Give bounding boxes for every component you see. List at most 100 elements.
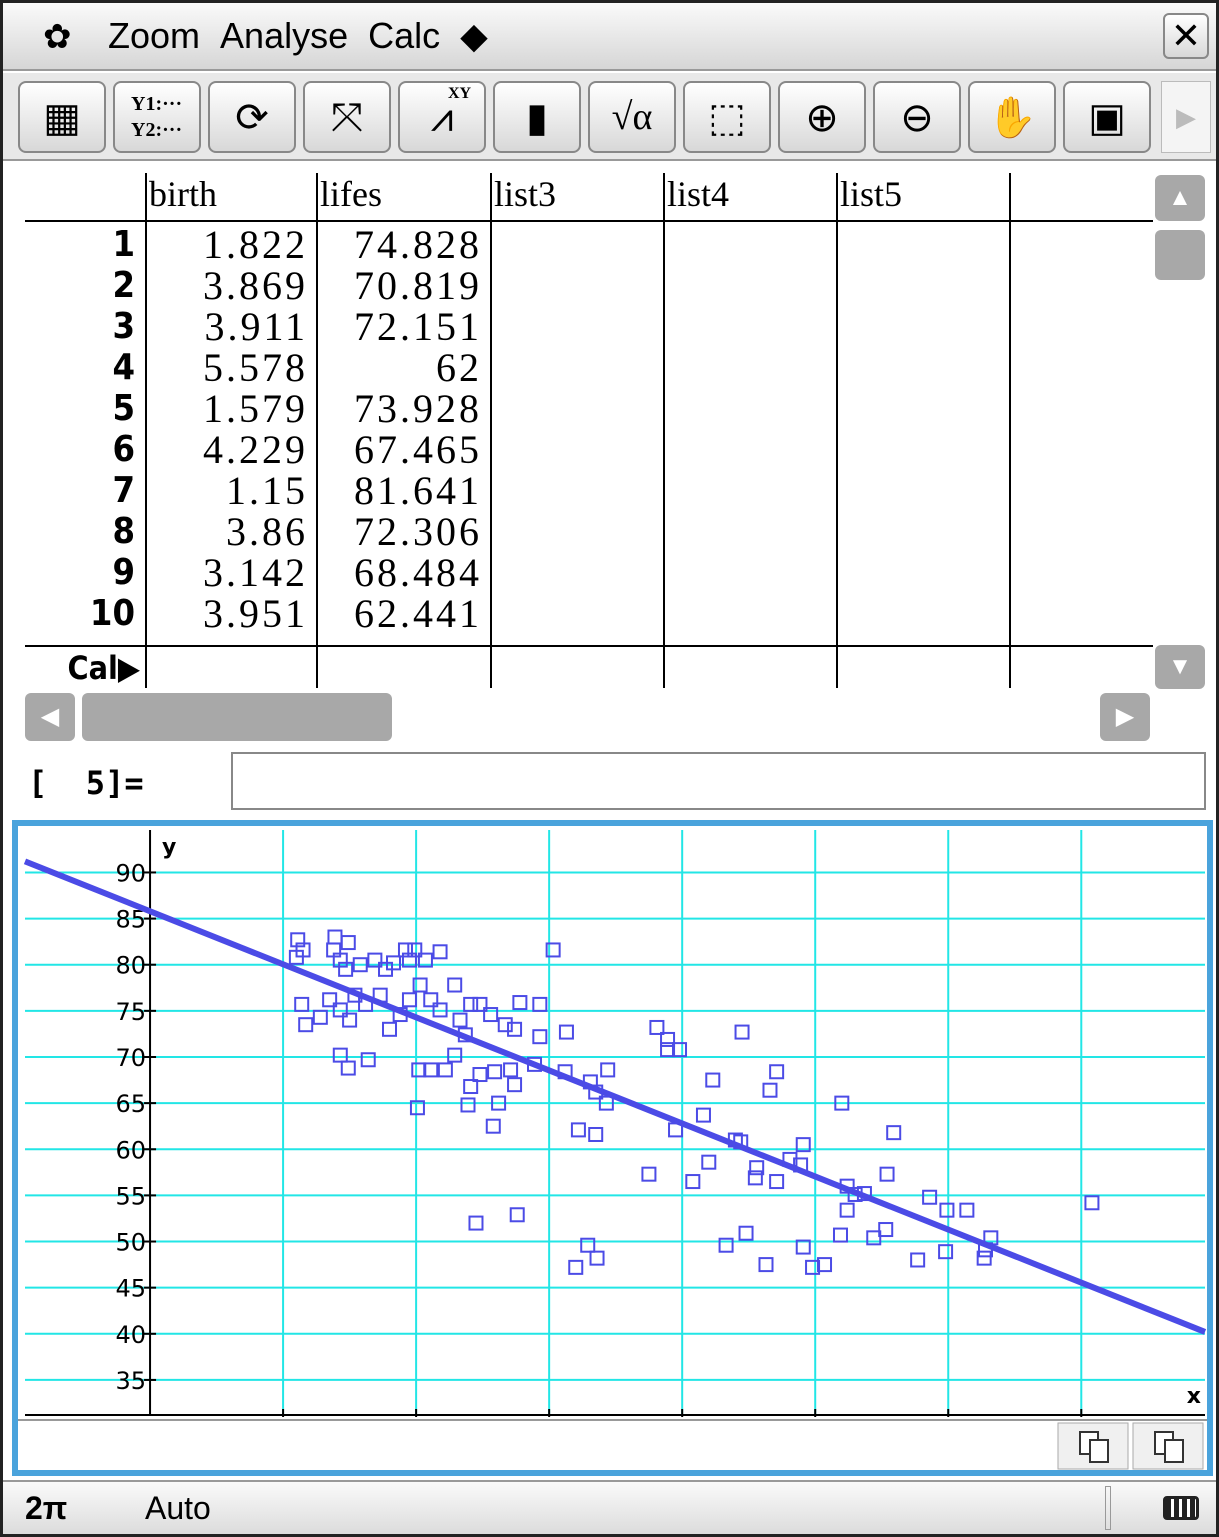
- table-cell: 74.828: [316, 225, 482, 265]
- entry-field[interactable]: [231, 752, 1206, 810]
- table-cell: 3.86: [145, 512, 308, 552]
- y-tick-label: 60: [116, 1136, 147, 1164]
- row-number: 3: [25, 307, 135, 347]
- column-header: birth: [149, 173, 217, 215]
- y-tick-label: 55: [116, 1182, 147, 1210]
- y-tick-label: 70: [116, 1044, 147, 1072]
- toolbar-button[interactable]: ⟳: [208, 81, 296, 153]
- entry-line: [ 5]=: [3, 750, 1216, 818]
- toolbar-button[interactable]: ⊕: [778, 81, 866, 153]
- y-tick-label: 40: [116, 1321, 147, 1349]
- cal-rule: [25, 645, 1153, 647]
- scroll-right[interactable]: ▶: [1100, 693, 1150, 741]
- toolbar-scroll[interactable]: ▶: [1161, 81, 1211, 153]
- table-cell: 4.229: [145, 430, 308, 470]
- table-cell: 3.911: [145, 307, 308, 347]
- table-cell: 5.578: [145, 348, 308, 388]
- menu-item[interactable]: ◆: [460, 15, 488, 57]
- status-divider: [1105, 1486, 1111, 1530]
- column-header: list4: [667, 173, 729, 215]
- toolbar-button[interactable]: ✋: [968, 81, 1056, 153]
- toolbar-button[interactable]: ▮: [493, 81, 581, 153]
- table-cell: 72.151: [316, 307, 482, 347]
- y-label: Y1:···: [131, 93, 182, 115]
- table-cell: 70.819: [316, 266, 482, 306]
- scroll-up[interactable]: ▲: [1155, 175, 1205, 221]
- row-number: 6: [25, 430, 135, 470]
- row-number: 9: [25, 553, 135, 593]
- table-cell: 1.15: [145, 471, 308, 511]
- column-header: list5: [840, 173, 902, 215]
- menu-items: Zoom Analyse Calc ◆: [108, 15, 488, 57]
- table-cell: 68.484: [316, 553, 482, 593]
- menu-item[interactable]: Zoom: [108, 15, 200, 57]
- x-axis-label: x: [1187, 1384, 1201, 1409]
- toolbar-button[interactable]: ▣: [1063, 81, 1151, 153]
- row-number: 7: [25, 471, 135, 511]
- toolbar: ▦ Y1:··· Y2:··· ⟳⤧⩘XY▮√α⬚⊕⊖✋▣▶: [3, 73, 1216, 161]
- scroll-thumb-h[interactable]: [82, 693, 392, 741]
- y-tick-label: 75: [116, 998, 147, 1026]
- clipboard-icon: [1165, 1440, 1183, 1462]
- angle-unit: 2π: [25, 1490, 67, 1527]
- toolbar-button[interactable]: √α: [588, 81, 676, 153]
- table-cell: 72.306: [316, 512, 482, 552]
- table-cell: 1.579: [145, 389, 308, 429]
- column-rule: [663, 173, 665, 688]
- scroll-down[interactable]: ▼: [1155, 645, 1205, 689]
- toolbar-button[interactable]: ▦: [18, 81, 106, 153]
- table-cell: 62.441: [316, 594, 482, 634]
- y-tick-label: 45: [116, 1275, 147, 1303]
- status-bar: 2π Auto: [3, 1480, 1216, 1534]
- y-tick-label: 80: [116, 952, 147, 980]
- toolbar-button[interactable]: Y1:··· Y2:···: [113, 81, 201, 153]
- menu-item[interactable]: Calc: [368, 15, 440, 57]
- toolbar-button[interactable]: ⤧: [303, 81, 391, 153]
- toolbar-button[interactable]: ⩘XY: [398, 81, 486, 153]
- scroll-left[interactable]: ◀: [25, 693, 75, 741]
- y-tick-label: 35: [116, 1367, 147, 1395]
- table-cell: 1.822: [145, 225, 308, 265]
- table-cell: 3.951: [145, 594, 308, 634]
- cal-label: Cal▶: [25, 649, 140, 687]
- table-cell: 3.142: [145, 553, 308, 593]
- column-header: lifes: [320, 173, 382, 215]
- header-rule: [25, 220, 1153, 222]
- settings-icon[interactable]: ✿: [43, 17, 72, 57]
- y-tick-label: 90: [116, 859, 147, 887]
- column-rule: [836, 173, 838, 688]
- menu-item[interactable]: Analyse: [220, 15, 348, 57]
- row-number: 8: [25, 512, 135, 552]
- column-header: list3: [494, 173, 556, 215]
- y-label: Y2:···: [131, 119, 182, 141]
- row-number: 2: [25, 266, 135, 306]
- table-cell: 3.869: [145, 266, 308, 306]
- y-axis-label: y: [162, 835, 176, 860]
- mode: Auto: [145, 1490, 211, 1527]
- y-tick-label: 65: [116, 1090, 147, 1118]
- sqrt-alpha: √α: [590, 83, 674, 151]
- battery-icon: [1163, 1496, 1199, 1520]
- y-tick-label: 50: [116, 1229, 147, 1257]
- close-button[interactable]: ✕: [1163, 13, 1209, 59]
- row-number: 10: [25, 594, 135, 634]
- clipboard-icon: [1090, 1440, 1108, 1462]
- toolbar-button[interactable]: ⊖: [873, 81, 961, 153]
- row-number: 4: [25, 348, 135, 388]
- row-number: 1: [25, 225, 135, 265]
- entry-label: [ 5]=: [28, 764, 144, 802]
- menu-bar: ✿ Zoom Analyse Calc ◆ ✕: [3, 3, 1216, 71]
- table-cell: 81.641: [316, 471, 482, 511]
- toolbar-button[interactable]: ⬚: [683, 81, 771, 153]
- column-rule: [1009, 173, 1011, 688]
- table-cell: 62: [316, 348, 482, 388]
- xy-label: XY: [448, 85, 471, 103]
- calculator-screen: ✿ Zoom Analyse Calc ◆ ✕ ▦ Y1:··· Y2:··· ⟳⤧⩘XY▮…: [0, 0, 1219, 1537]
- scroll-thumb-v[interactable]: [1155, 230, 1205, 280]
- table-cell: 67.465: [316, 430, 482, 470]
- table-cell: 73.928: [316, 389, 482, 429]
- graph-border: [15, 823, 1210, 1473]
- column-rule: [490, 173, 492, 688]
- row-number: 5: [25, 389, 135, 429]
